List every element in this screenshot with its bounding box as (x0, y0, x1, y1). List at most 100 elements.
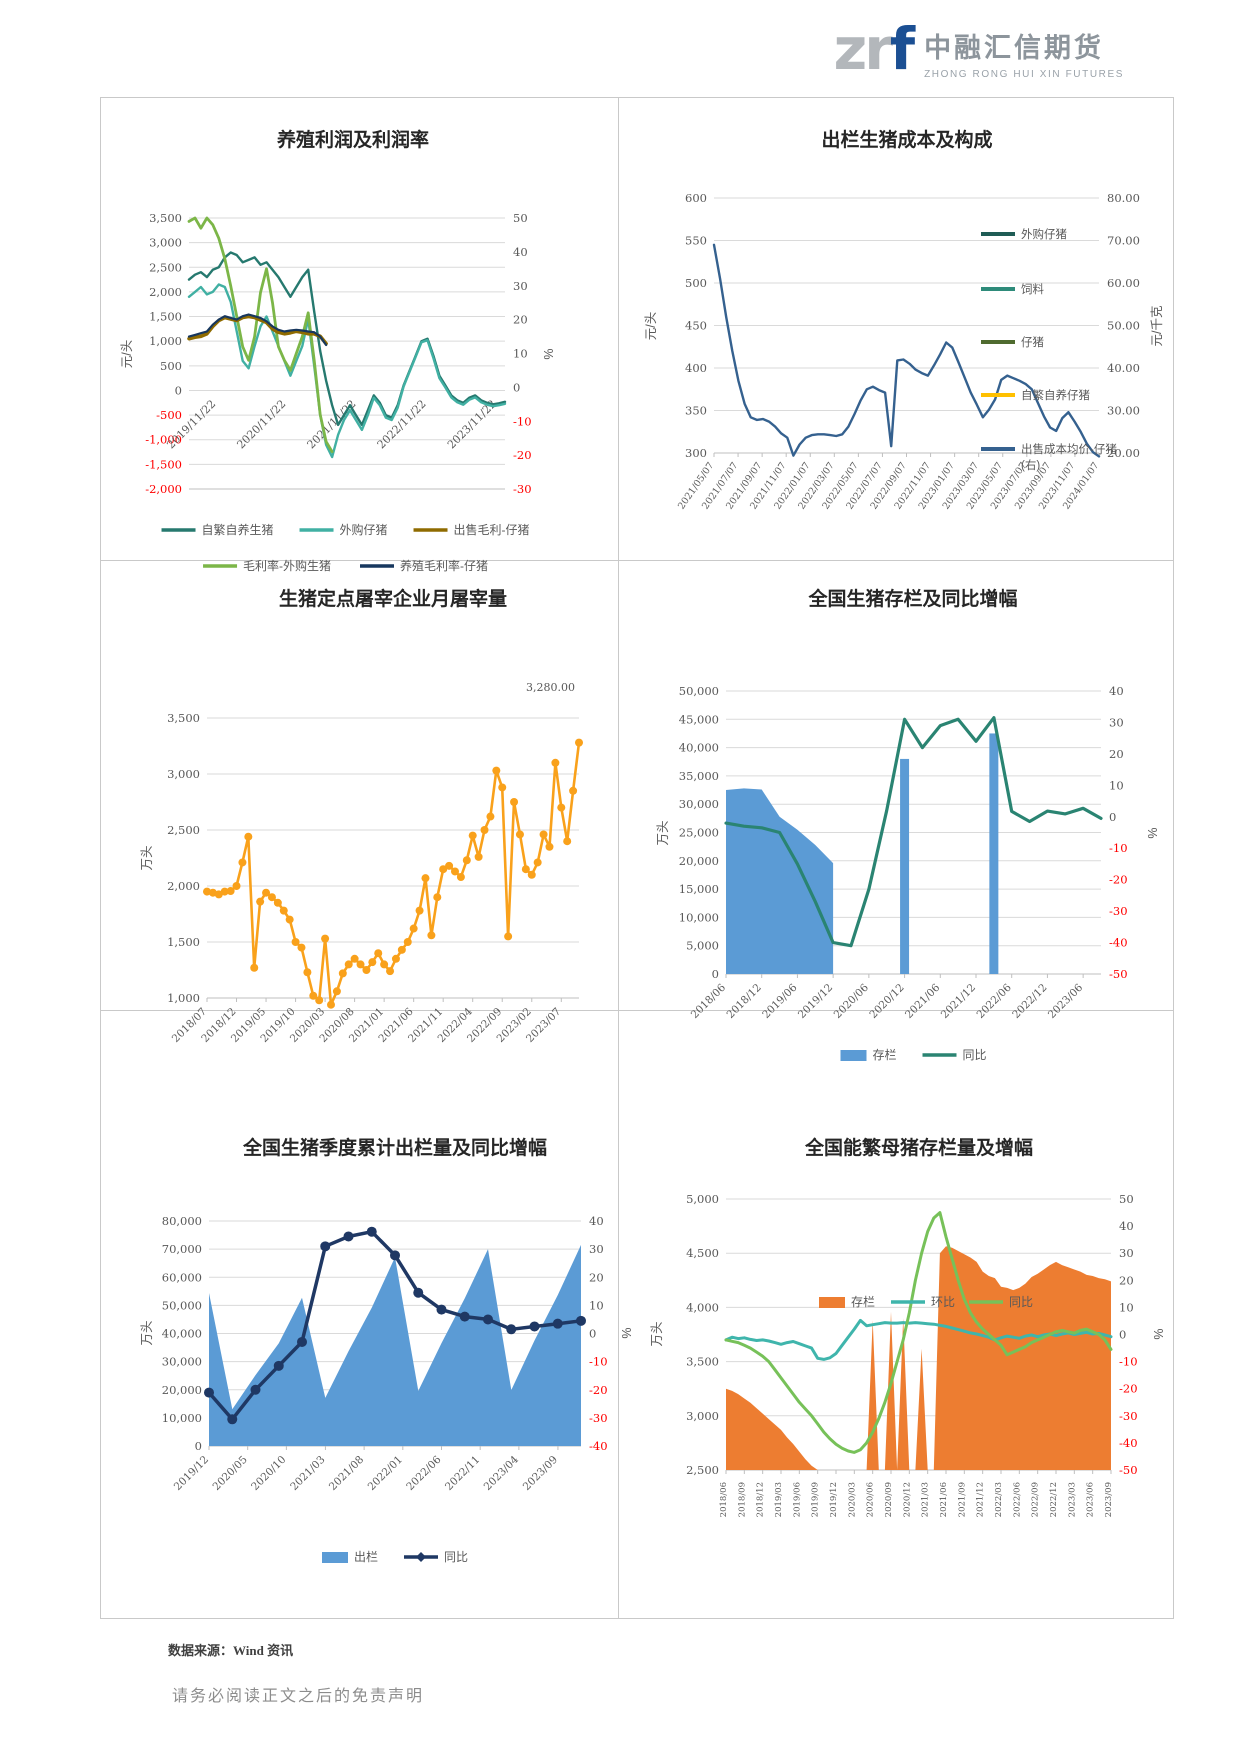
svg-text:0: 0 (1119, 1328, 1126, 1342)
svg-text:10: 10 (589, 1298, 604, 1312)
company-name-en: ZHONG RONG HUI XIN FUTURES (924, 69, 1124, 80)
svg-text:2022/11: 2022/11 (443, 1454, 482, 1493)
svg-text:2021/03: 2021/03 (921, 1482, 931, 1517)
svg-text:2018/09: 2018/09 (737, 1482, 747, 1517)
svg-text:2022/11/22: 2022/11/22 (375, 397, 429, 451)
svg-text:450: 450 (685, 319, 707, 333)
svg-text:50,000: 50,000 (679, 684, 719, 698)
svg-text:50,000: 50,000 (162, 1298, 202, 1312)
svg-text:20: 20 (1119, 1273, 1134, 1287)
svg-text:万头: 万头 (656, 820, 670, 845)
svg-text:4,000: 4,000 (686, 1300, 719, 1314)
svg-text:-10: -10 (1119, 1355, 1138, 1369)
svg-text:2021/08: 2021/08 (327, 1454, 366, 1493)
svg-text:40: 40 (1109, 684, 1124, 698)
svg-text:80.00: 80.00 (1107, 191, 1140, 205)
svg-text:-30: -30 (1119, 1409, 1138, 1423)
svg-text:350: 350 (685, 404, 707, 418)
svg-text:50: 50 (1119, 1192, 1134, 1206)
svg-text:70,000: 70,000 (162, 1242, 202, 1256)
svg-text:2023/06: 2023/06 (1086, 1482, 1096, 1517)
svg-text:40: 40 (513, 245, 528, 259)
svg-text:3,280.00: 3,280.00 (526, 681, 575, 694)
svg-text:80,000: 80,000 (162, 1214, 202, 1228)
svg-text:2022/03: 2022/03 (994, 1482, 1004, 1517)
svg-text:5,000: 5,000 (686, 939, 719, 953)
svg-text:2019/03: 2019/03 (774, 1482, 784, 1517)
svg-text:500: 500 (685, 276, 707, 290)
svg-text:%: % (1152, 1328, 1166, 1339)
svg-text:3,000: 3,000 (167, 767, 200, 781)
svg-text:出售成本均价-仔猪: 出售成本均价-仔猪 (1021, 442, 1117, 456)
svg-text:全国生猪季度累计出栏量及同比增幅: 全国生猪季度累计出栏量及同比增幅 (242, 1136, 547, 1159)
svg-text:-20: -20 (1119, 1382, 1138, 1396)
svg-text:40.00: 40.00 (1107, 361, 1140, 375)
company-logo: zrf 中融汇信期货 ZHONG RONG HUI XIN FUTURES (833, 20, 1124, 80)
logo-f-text: f (889, 15, 915, 83)
svg-text:1,000: 1,000 (167, 991, 200, 1005)
svg-text:20: 20 (1109, 747, 1124, 761)
svg-text:自繁自养生猪: 自繁自养生猪 (202, 522, 274, 537)
svg-text:同比: 同比 (444, 1550, 468, 1564)
svg-text:2020/06: 2020/06 (866, 1482, 876, 1517)
svg-text:元/头: 元/头 (120, 340, 134, 368)
svg-text:300: 300 (685, 446, 707, 460)
logo-wordmark: 中融汇信期货 ZHONG RONG HUI XIN FUTURES (924, 22, 1124, 80)
svg-text:同比: 同比 (1009, 1295, 1033, 1309)
svg-text:3,500: 3,500 (149, 211, 182, 225)
svg-text:2020/10: 2020/10 (249, 1454, 288, 1493)
svg-text:2021/12: 2021/12 (976, 1482, 986, 1517)
svg-text:万头: 万头 (140, 1320, 154, 1345)
svg-text:2022/01: 2022/01 (366, 1454, 405, 1493)
svg-text:2,000: 2,000 (167, 879, 200, 893)
svg-text:25,000: 25,000 (679, 826, 719, 840)
monthly-slaughter-chart: 1,0001,5002,0002,5003,0003,500万头2018/072… (140, 587, 583, 1045)
svg-text:2020/09: 2020/09 (884, 1482, 894, 1517)
svg-text:生猪定点屠宰企业月屠宰量: 生猪定点屠宰企业月屠宰量 (279, 587, 507, 610)
svg-text:仔猪: 仔猪 (1021, 336, 1044, 349)
svg-text:饲料: 饲料 (1021, 282, 1044, 296)
svg-text:0: 0 (195, 1439, 202, 1453)
svg-text:-500: -500 (156, 408, 182, 422)
svg-text:1,500: 1,500 (167, 935, 200, 949)
svg-text:元/头: 元/头 (644, 312, 658, 340)
svg-text:550: 550 (685, 234, 707, 248)
svg-text:出栏生猪成本及构成: 出栏生猪成本及构成 (821, 128, 992, 151)
disclaimer-text: 请务必阅读正文之后的免责声明 (172, 1688, 425, 1705)
svg-text:30: 30 (589, 1242, 604, 1256)
svg-text:30: 30 (513, 279, 528, 293)
svg-text:养殖利润及利润率: 养殖利润及利润率 (276, 128, 429, 151)
svg-text:50: 50 (513, 211, 528, 225)
svg-text:全国能繁母猪存栏量及增幅: 全国能繁母猪存栏量及增幅 (804, 1136, 1033, 1159)
svg-text:40,000: 40,000 (679, 741, 719, 755)
svg-text:30,000: 30,000 (162, 1355, 202, 1369)
svg-text:自繁自养仔猪: 自繁自养仔猪 (1021, 388, 1090, 402)
svg-text:2,500: 2,500 (149, 260, 182, 274)
svg-text:30,000: 30,000 (679, 797, 719, 811)
svg-text:2019/09: 2019/09 (811, 1482, 821, 1517)
svg-text:外购仔猪: 外购仔猪 (340, 522, 388, 537)
svg-text:2019/11/22: 2019/11/22 (164, 397, 218, 451)
cell-monthly-slaughter: 1,000 1,500 2,000 2,500 3,000 3,500 万头 2018/07 2… (101, 561, 619, 1045)
svg-text:20,000: 20,000 (679, 854, 719, 868)
cell-sow-inventory: 2,500 3,000 3,500 4,000 4,500 5,000 万头 -50 -40 -3… (619, 1011, 1173, 1618)
svg-text:-10: -10 (589, 1355, 608, 1369)
svg-text:35,000: 35,000 (679, 769, 719, 783)
svg-text:0: 0 (175, 383, 182, 397)
svg-text:2,500: 2,500 (167, 823, 200, 837)
svg-text:15,000: 15,000 (679, 882, 719, 896)
logo-zrf-icon: zrf (833, 20, 915, 78)
svg-text:存栏: 存栏 (851, 1294, 875, 1309)
svg-text:-10: -10 (513, 414, 532, 428)
svg-text:2022/09: 2022/09 (1031, 1482, 1041, 1517)
svg-text:出栏: 出栏 (354, 1549, 378, 1564)
svg-text:元/千克: 元/千克 (1150, 306, 1164, 347)
svg-text:3,500: 3,500 (167, 711, 200, 725)
quarterly-output-chart: 0 10,000 20,000 30,000 40,000 50,000 60,000 70,… (140, 1136, 634, 1564)
svg-text:20,000: 20,000 (162, 1383, 202, 1397)
svg-text:3,000: 3,000 (686, 1409, 719, 1423)
svg-text:-2,000: -2,000 (145, 482, 182, 496)
svg-text:-50: -50 (1119, 1463, 1138, 1477)
svg-text:万头: 万头 (140, 845, 154, 870)
svg-text:20.00: 20.00 (1107, 446, 1140, 460)
